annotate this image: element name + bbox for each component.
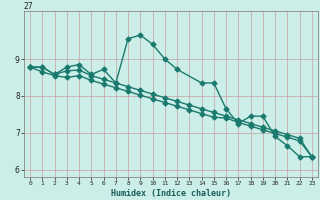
Text: 27: 27	[24, 2, 34, 11]
X-axis label: Humidex (Indice chaleur): Humidex (Indice chaleur)	[111, 189, 231, 198]
